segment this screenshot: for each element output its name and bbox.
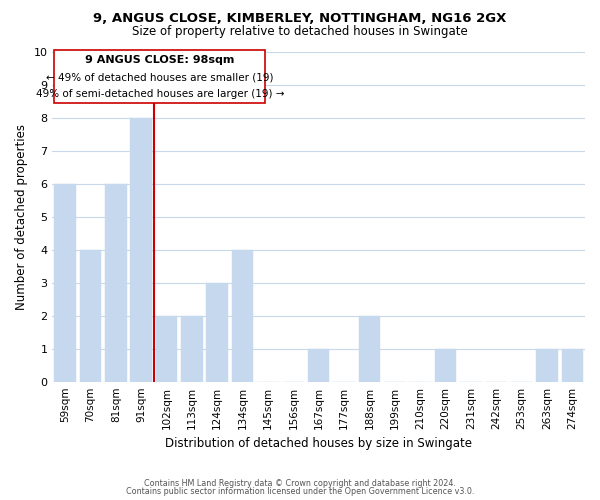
Text: ← 49% of detached houses are smaller (19): ← 49% of detached houses are smaller (19…: [46, 72, 274, 83]
Bar: [55, 184, 76, 382]
Text: 9, ANGUS CLOSE, KIMBERLEY, NOTTINGHAM, NG16 2GX: 9, ANGUS CLOSE, KIMBERLEY, NOTTINGHAM, N…: [94, 12, 506, 26]
Y-axis label: Number of detached properties: Number of detached properties: [15, 124, 28, 310]
Bar: [308, 348, 329, 382]
Bar: [156, 316, 178, 382]
Text: Size of property relative to detached houses in Swingate: Size of property relative to detached ho…: [132, 25, 468, 38]
Bar: [232, 250, 253, 382]
Bar: [435, 348, 456, 382]
Bar: [55, 50, 265, 102]
Bar: [105, 184, 127, 382]
Bar: [536, 348, 558, 382]
Text: Contains public sector information licensed under the Open Government Licence v3: Contains public sector information licen…: [126, 487, 474, 496]
Text: 49% of semi-detached houses are larger (19) →: 49% of semi-detached houses are larger (…: [35, 90, 284, 100]
Text: 9 ANGUS CLOSE: 98sqm: 9 ANGUS CLOSE: 98sqm: [85, 55, 235, 65]
Bar: [206, 282, 228, 382]
Text: Contains HM Land Registry data © Crown copyright and database right 2024.: Contains HM Land Registry data © Crown c…: [144, 478, 456, 488]
Bar: [181, 316, 203, 382]
X-axis label: Distribution of detached houses by size in Swingate: Distribution of detached houses by size …: [165, 437, 472, 450]
Bar: [359, 316, 380, 382]
Bar: [130, 118, 152, 382]
Bar: [562, 348, 583, 382]
Bar: [80, 250, 101, 382]
